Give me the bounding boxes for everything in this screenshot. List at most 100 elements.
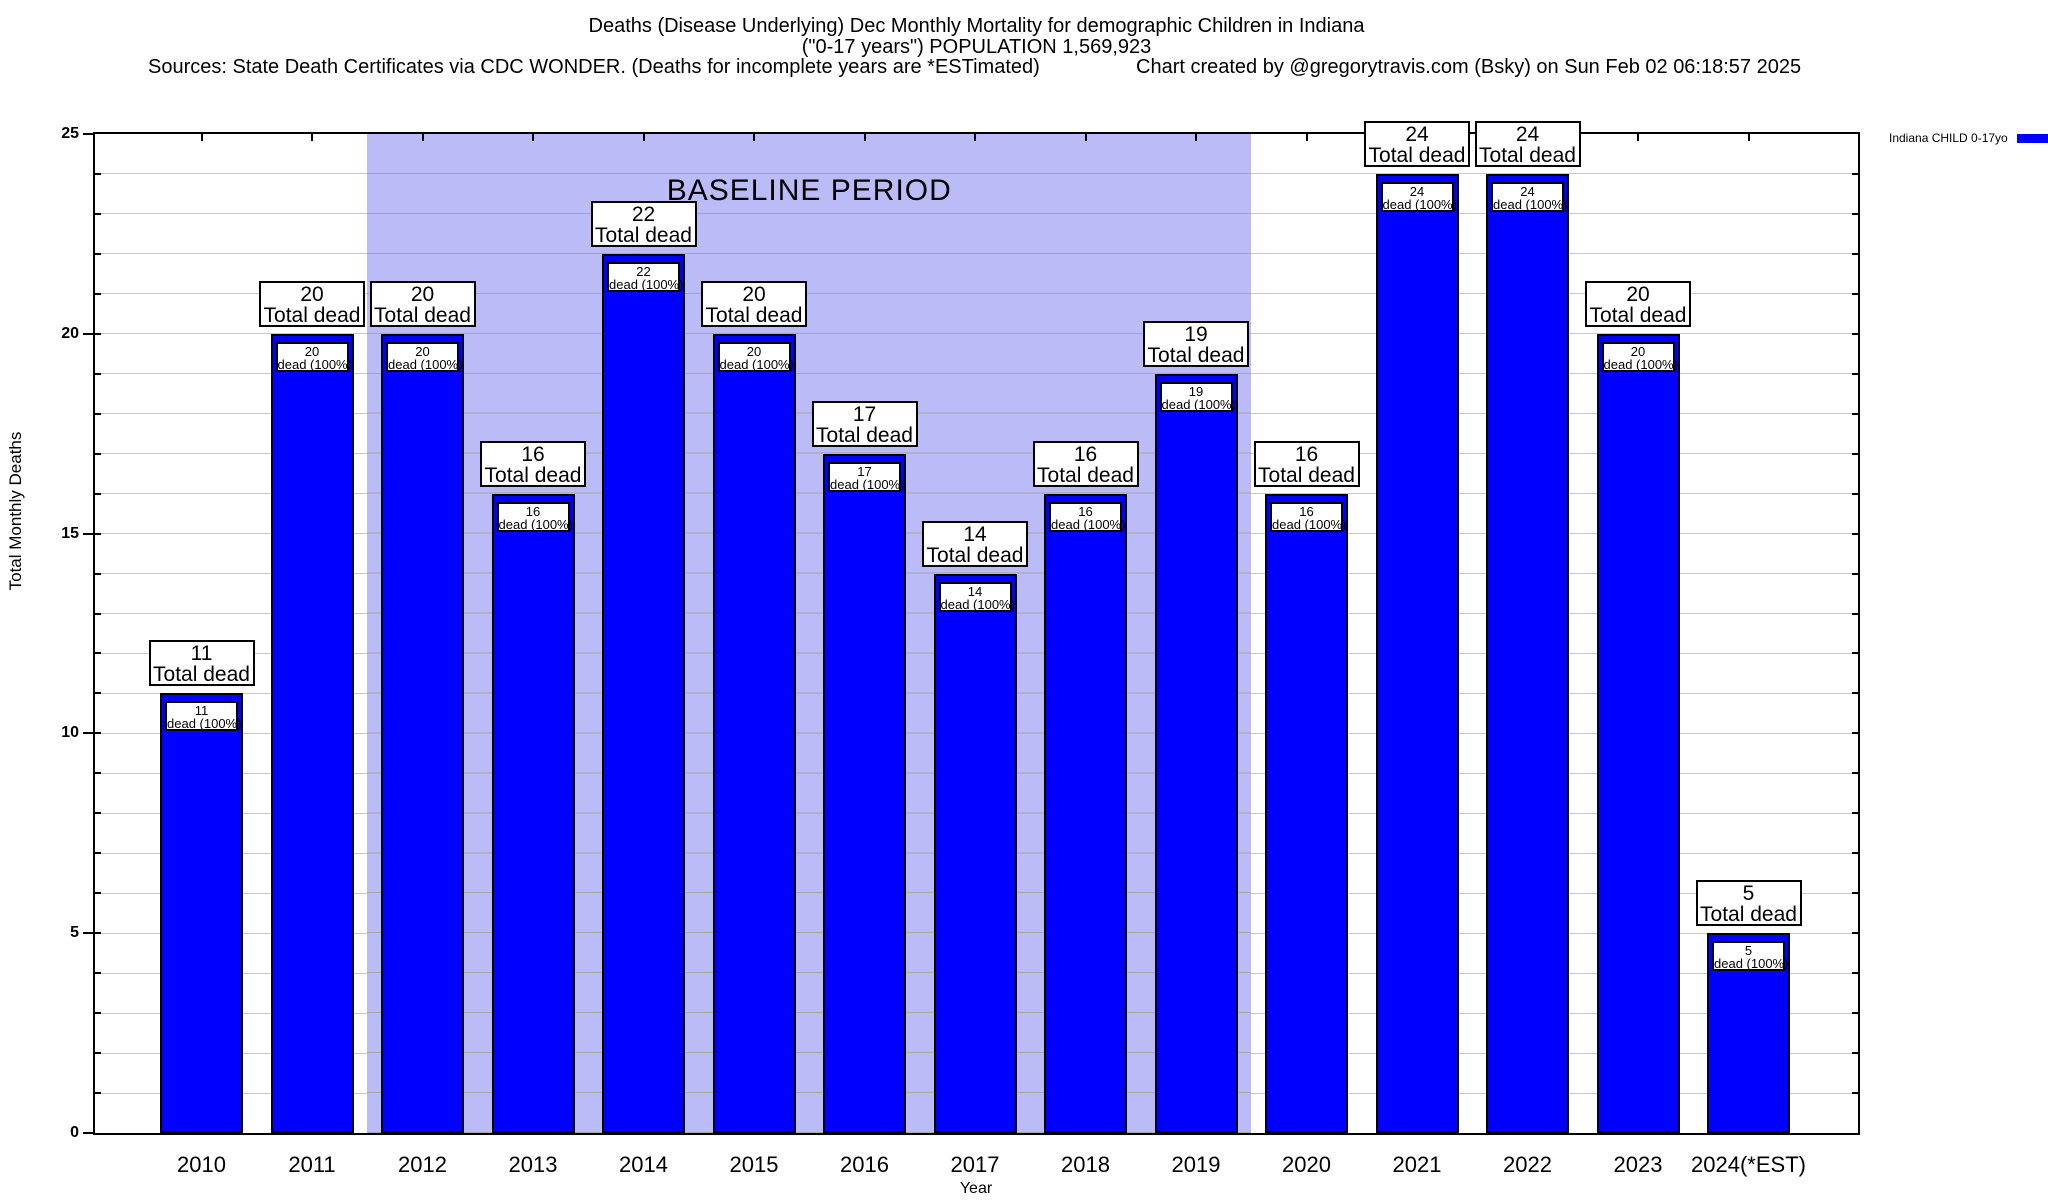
axis-tick	[95, 932, 101, 935]
bar-inner-text: dead (100%)	[719, 356, 794, 372]
axis-tick	[1852, 212, 1858, 215]
y-tick-mark	[83, 732, 93, 735]
axis-tick	[95, 1012, 101, 1015]
bar-inner-value: 16	[1299, 503, 1314, 519]
y-tick-label: 15	[61, 524, 79, 542]
bar-total-text: Total dead	[926, 543, 1024, 567]
bar-total-label: 24 Total dead	[1474, 120, 1581, 167]
sources-note: Sources: State Death Certificates via CD…	[148, 56, 1040, 78]
y-tick-label: 0	[70, 1124, 79, 1141]
axis-tick	[95, 772, 101, 775]
bar-total-value: 16	[521, 442, 545, 466]
bar: 20 dead (100%)	[1596, 333, 1680, 1133]
bar-total-value: 24	[1405, 122, 1429, 146]
bar-total-label: 11 Total dead	[148, 640, 255, 687]
axis-tick	[95, 852, 101, 855]
bar-inner-text: dead (100%)	[1603, 356, 1678, 372]
bar-inner-value: 22	[636, 263, 651, 279]
y-tick-mark	[83, 532, 93, 535]
bar-total-label: 16 Total dead	[480, 440, 586, 487]
axis-tick	[1852, 412, 1858, 415]
bar: 20 dead (100%)	[712, 333, 796, 1133]
bar: 24 dead (100%)	[1486, 173, 1569, 1133]
category-top-tick	[974, 134, 976, 141]
bar: 16 dead (100%)	[491, 493, 575, 1133]
bar-inner-text: dead (100%)	[1272, 516, 1347, 532]
axis-tick	[1852, 372, 1858, 375]
bar-total-value: 5	[1742, 882, 1755, 906]
credit-note: Chart created by @gregorytravis.com (Bsk…	[1136, 56, 1802, 78]
bar-inner-value: 20	[1630, 343, 1646, 359]
bar-inner-text: dead (100%)	[1051, 516, 1126, 532]
bar-inner-value: 24	[1520, 183, 1535, 199]
bar-inner-label: 17 dead (100%)	[828, 461, 905, 492]
bar-total-label: 20 Total dead	[259, 280, 365, 327]
bar-total-label: 19 Total dead	[1143, 320, 1249, 367]
y-tick-mark	[83, 133, 93, 135]
axis-tick	[1852, 532, 1858, 535]
bar-total-value: 16	[1073, 442, 1098, 466]
axis-tick	[1852, 172, 1858, 175]
bar-total-value: 14	[963, 522, 987, 546]
bar-inner-text: dead (100%)	[1161, 396, 1236, 412]
bar-inner-text: dead (100%)	[498, 516, 573, 532]
bar-inner-label: 20 dead (100%)	[386, 341, 462, 372]
y-tick-label: 20	[61, 324, 79, 342]
bar: 16 dead (100%)	[1265, 493, 1348, 1133]
bar: 20 dead (100%)	[381, 333, 464, 1133]
bar-total-value: 19	[1184, 322, 1208, 346]
bar-total-label: 17 Total dead	[811, 400, 918, 447]
category-top-tick	[200, 134, 203, 141]
axis-tick	[1852, 892, 1858, 895]
axis-tick	[95, 1092, 101, 1095]
axis-tick	[95, 372, 101, 375]
axis-tick	[95, 572, 101, 575]
axis-tick	[1852, 292, 1858, 295]
axis-tick	[95, 412, 101, 415]
bar-inner-text: dead (100%)	[1493, 196, 1568, 212]
axis-tick	[95, 492, 101, 495]
category-top-tick	[753, 134, 755, 141]
bar-total-value: 11	[190, 642, 213, 666]
axis-tick	[95, 812, 101, 815]
x-tick-label: 2024(*EST)	[1691, 1152, 1806, 1177]
bar: 19 dead (100%)	[1154, 373, 1238, 1133]
axis-tick	[95, 732, 101, 735]
axis-tick	[1852, 932, 1858, 935]
x-tick-label: 2020	[1282, 1152, 1331, 1177]
axis-tick	[1852, 452, 1858, 455]
bar-total-text: Total dead	[1258, 463, 1355, 487]
bar-total-label: 20 Total dead	[369, 280, 476, 327]
bar-inner-label: 19 dead (100%)	[1159, 381, 1236, 412]
axis-tick	[1852, 1092, 1858, 1095]
bar-inner-label: 16 dead (100%)	[496, 501, 573, 532]
bar-total-value: 16	[1294, 442, 1319, 466]
category-top-tick	[642, 134, 645, 141]
x-tick-label: 2021	[1392, 1152, 1442, 1177]
bar-inner-text: dead (100%)	[1714, 956, 1789, 972]
bar-total-text: Total dead	[484, 463, 582, 487]
bar-inner-text: dead (100%)	[1382, 196, 1457, 212]
x-tick-label: 2012	[398, 1152, 447, 1177]
bar: 17 dead (100%)	[823, 453, 906, 1133]
x-tick-label: 2016	[840, 1152, 889, 1177]
y-tick-label: 25	[61, 125, 79, 142]
bar-inner-value: 20	[415, 343, 430, 359]
category-top-tick	[311, 134, 313, 141]
bar-total-label: 24 Total dead	[1364, 120, 1470, 167]
bar-inner-value: 17	[857, 463, 872, 479]
axis-tick	[1852, 572, 1858, 575]
bar-inner-text: dead (100%)	[830, 476, 905, 492]
axis-tick	[95, 652, 101, 655]
bar-total-text: Total dead	[595, 223, 692, 247]
bar-inner-value: 20	[304, 343, 320, 359]
axis-tick	[95, 532, 101, 535]
x-tick-label: 2014	[619, 1152, 668, 1177]
bar-inner-label: 5 dead (100%)	[1712, 941, 1789, 972]
axis-tick	[1852, 972, 1858, 975]
axis-tick	[95, 452, 101, 455]
bar-inner-label: 24 dead (100%)	[1380, 181, 1457, 212]
bar-total-text: Total dead	[1147, 343, 1245, 367]
chart-title-line1: Deaths (Disease Underlying) Dec Monthly …	[588, 15, 1365, 37]
bar-total-text: Total dead	[1037, 463, 1134, 487]
